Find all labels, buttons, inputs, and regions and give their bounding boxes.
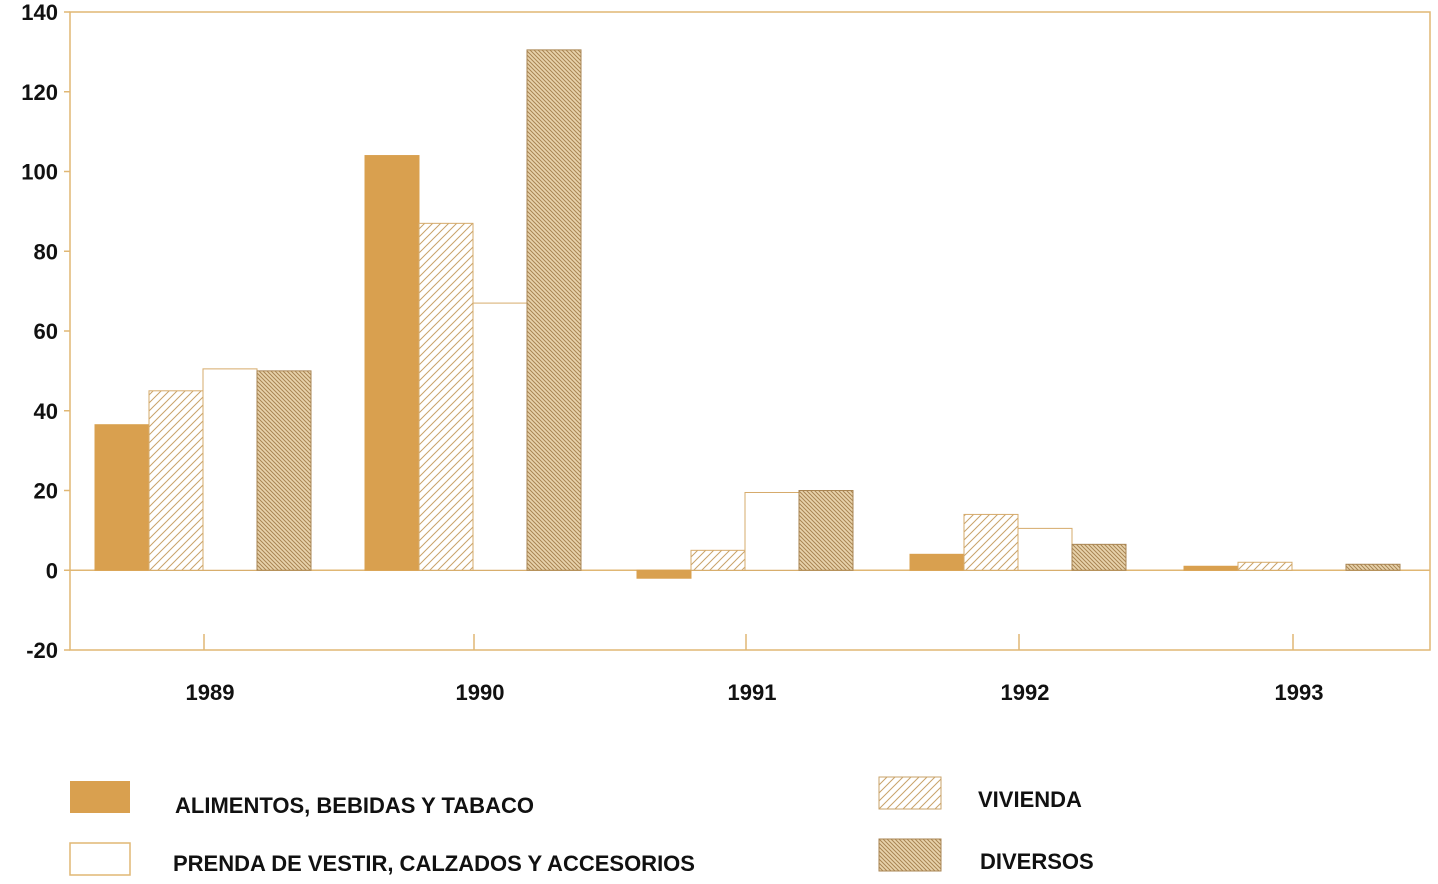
y-tick-label: 80 [34, 239, 58, 264]
bar-hatch-dense-1993 [1345, 563, 1401, 571]
legend-item-vivienda: VIVIENDA [878, 776, 1082, 812]
bar-empty-1992 [1017, 527, 1073, 571]
x-axis: 1989 1990 1991 1992 1993 [186, 634, 1324, 705]
bar-solid-1991 [636, 569, 692, 579]
legend-swatch-hatch-dense [878, 838, 942, 872]
bar-hatch-dense-1989 [256, 370, 312, 571]
legend-label-diversos: DIVERSOS [980, 849, 1094, 874]
x-tick-label: 1992 [1001, 680, 1050, 705]
bar-hatch-light-1989 [148, 390, 204, 571]
bar-solid-1993 [1183, 565, 1239, 571]
x-tick-label: 1991 [728, 680, 777, 705]
bar-hatch-light-1991 [690, 549, 746, 571]
bar-solid-1989 [94, 424, 150, 571]
bar-solid-1992 [909, 553, 965, 571]
legend-label-vivienda: VIVIENDA [978, 787, 1082, 812]
legend-item-prenda: PRENDA DE VESTIR, CALZADOS Y ACCESORIOS [69, 842, 695, 876]
y-tick-label: 140 [21, 0, 58, 25]
x-tick-label: 1993 [1275, 680, 1324, 705]
legend: ALIMENTOS, BEBIDAS Y TABACO PRENDA DE VE… [69, 776, 1094, 876]
bar-empty-1989 [202, 368, 258, 571]
legend-swatch-hatch-light [878, 776, 942, 810]
y-tick-label: 100 [21, 160, 58, 185]
legend-item-diversos: DIVERSOS [878, 838, 1094, 874]
y-tick-label: 60 [34, 319, 58, 344]
bar-empty-1991 [744, 491, 800, 571]
legend-swatch-solid [70, 781, 130, 813]
y-tick-label: 0 [46, 558, 58, 583]
bar-solid-1990 [364, 155, 420, 571]
bar-hatch-light-1990 [418, 222, 474, 571]
bar-hatch-dense-1992 [1071, 543, 1127, 571]
y-tick-label: 40 [34, 399, 58, 424]
legend-swatch-empty [69, 842, 131, 876]
bar-hatch-light-1992 [963, 513, 1019, 571]
bar-hatch-dense-1990 [526, 49, 582, 571]
y-axis: 140 120 100 80 60 40 20 0 -20 [21, 0, 70, 663]
bar-hatch-light-1993 [1237, 561, 1293, 571]
bars [94, 49, 1401, 579]
y-tick-label: 20 [34, 479, 58, 504]
legend-label-alimentos: ALIMENTOS, BEBIDAS Y TABACO [175, 793, 534, 818]
legend-label-prenda: PRENDA DE VESTIR, CALZADOS Y ACCESORIOS [173, 851, 695, 876]
y-tick-label: 120 [21, 80, 58, 105]
x-tick-label: 1989 [186, 680, 235, 705]
y-tick-label: -20 [26, 638, 58, 663]
bar-empty-1990 [472, 302, 528, 571]
legend-item-alimentos: ALIMENTOS, BEBIDAS Y TABACO [70, 781, 534, 818]
x-tick-label: 1990 [456, 680, 505, 705]
bar-hatch-dense-1991 [798, 490, 854, 571]
